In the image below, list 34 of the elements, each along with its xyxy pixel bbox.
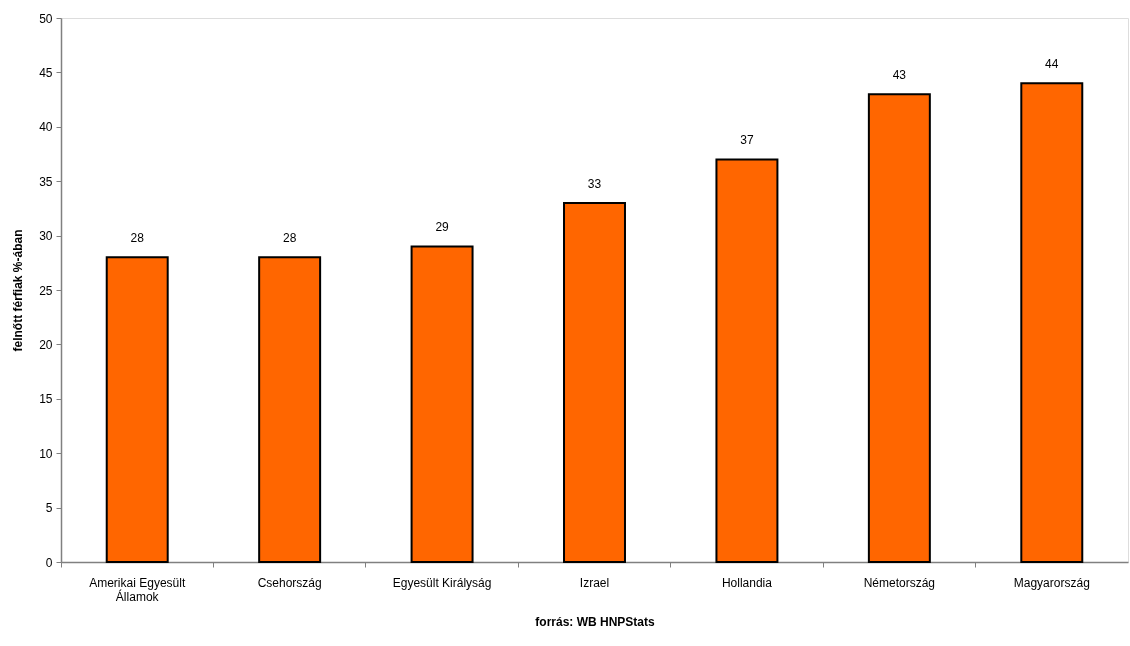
- data-label: 33: [587, 176, 602, 191]
- data-label: 44: [1045, 57, 1059, 72]
- y-tick-label: 30: [39, 229, 53, 244]
- data-label: 29: [435, 220, 450, 235]
- y-tick-label: 5: [45, 501, 53, 516]
- bar: [867, 93, 931, 563]
- y-tick-label: 50: [39, 11, 53, 26]
- data-label: 43: [892, 68, 907, 83]
- x-tick-label: Magyarország: [1013, 575, 1090, 590]
- y-tick-label: 45: [39, 65, 53, 80]
- y-tick-label: 0: [45, 555, 53, 570]
- x-tick-label: Csehország: [257, 575, 322, 590]
- y-tick-label: 35: [39, 174, 53, 189]
- bar: [258, 256, 322, 563]
- x-tick-label: Egyesült Királyság: [392, 575, 492, 590]
- y-tick-label: 10: [39, 446, 53, 461]
- bar: [715, 158, 779, 563]
- bar: [105, 256, 169, 563]
- bar: [410, 245, 474, 563]
- data-label: 37: [740, 133, 754, 148]
- data-label: 28: [282, 231, 297, 246]
- y-tick-label: 40: [39, 120, 53, 135]
- x-tick-label: Izrael: [579, 575, 610, 590]
- data-label: 28: [130, 231, 145, 246]
- y-axis-title: felnőtt férfiak %-ában: [11, 229, 26, 352]
- x-tick-label: Amerikai Egyesült Államok: [89, 575, 186, 604]
- bar: [563, 201, 626, 563]
- x-tick-label: Hollandia: [721, 575, 773, 590]
- bar: [1020, 82, 1084, 563]
- x-tick-label: Németország: [863, 575, 936, 590]
- y-tick-label: 25: [39, 283, 53, 298]
- y-tick-label: 20: [39, 337, 53, 352]
- y-tick-label: 15: [39, 392, 53, 407]
- x-axis-title: forrás: WB HNPStats: [535, 614, 655, 629]
